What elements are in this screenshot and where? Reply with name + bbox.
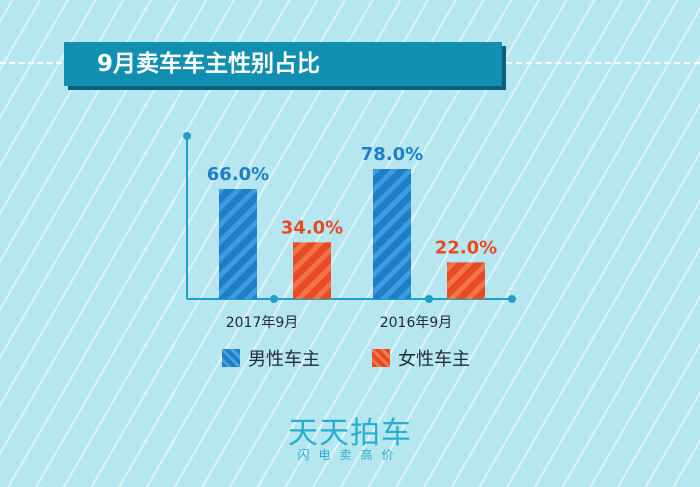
x-tick-label: 2016年9月 — [380, 315, 453, 331]
title-banner — [64, 42, 502, 86]
bar-male-0 — [219, 189, 257, 299]
legend-item-male: 男性车主 — [222, 345, 320, 371]
bar-female-0 — [293, 242, 331, 299]
header-dash-right — [506, 62, 700, 64]
legend-label-male: 男性车主 — [248, 349, 320, 370]
legend-item-female: 女性车主 — [372, 345, 470, 371]
bar-female-1 — [447, 262, 485, 299]
x-tick-label: 2017年9月 — [226, 315, 299, 331]
brand-logo-text: 天天拍车 — [288, 416, 412, 451]
x-axis-tick-dot — [270, 295, 278, 303]
legend-swatch-female — [372, 349, 390, 367]
brand-slogan: 闪电卖高价 — [297, 448, 403, 462]
x-axis-tick-dot — [425, 295, 433, 303]
data-label-male-0: 66.0% — [207, 164, 269, 185]
data-label-male-1: 78.0% — [361, 144, 423, 165]
x-axis-end-dot — [508, 295, 516, 303]
bar-male-1 — [373, 169, 411, 299]
legend-label-female: 女性车主 — [398, 349, 470, 370]
chart-title: 9月卖车车主性别占比 — [97, 51, 321, 77]
data-label-female-0: 34.0% — [281, 217, 343, 238]
header-dash-left — [0, 62, 62, 64]
y-axis-end-dot — [183, 132, 191, 140]
data-label-female-1: 22.0% — [435, 237, 497, 258]
legend-swatch-male — [222, 349, 240, 367]
